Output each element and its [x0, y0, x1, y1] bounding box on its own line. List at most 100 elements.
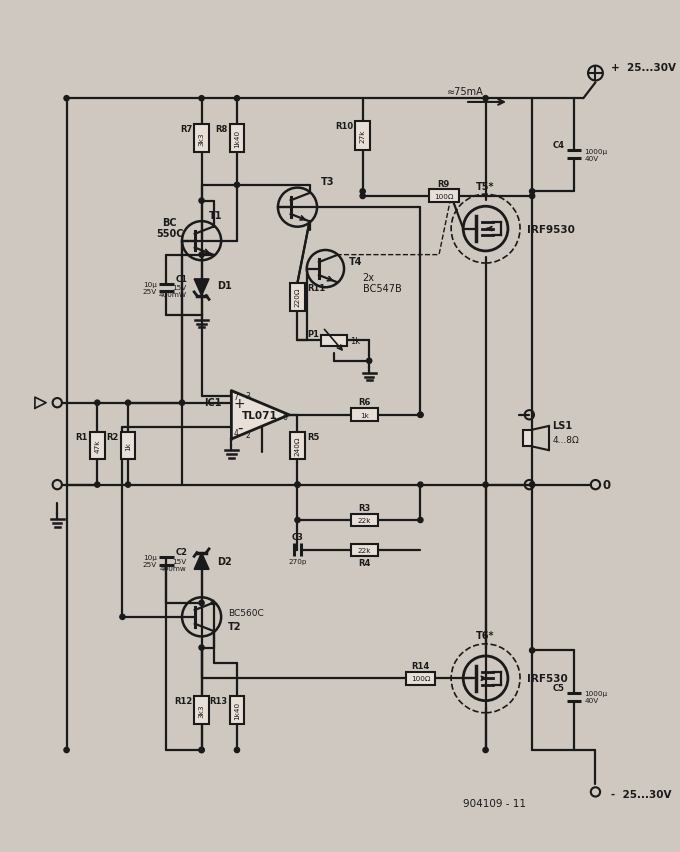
Circle shape	[64, 747, 69, 752]
Text: 22k: 22k	[358, 547, 371, 553]
Bar	[194, 125, 209, 153]
Text: 15V
400mw: 15V 400mw	[160, 559, 187, 572]
Bar	[230, 125, 244, 153]
Text: R14: R14	[411, 661, 430, 671]
Circle shape	[360, 194, 365, 199]
Text: 270p: 270p	[288, 559, 307, 565]
Polygon shape	[231, 391, 289, 440]
Circle shape	[418, 518, 423, 523]
Text: T1: T1	[209, 210, 222, 221]
Text: 1k: 1k	[350, 337, 360, 345]
Text: 1k: 1k	[360, 412, 369, 418]
Circle shape	[295, 482, 300, 487]
Text: 0: 0	[602, 479, 611, 492]
Circle shape	[95, 482, 100, 487]
Text: 904109 - 11: 904109 - 11	[463, 798, 526, 809]
Circle shape	[418, 482, 423, 487]
Text: R2: R2	[106, 433, 119, 442]
Circle shape	[199, 199, 204, 204]
Circle shape	[125, 482, 131, 487]
Text: 2: 2	[245, 430, 250, 439]
Bar	[352, 515, 377, 527]
Circle shape	[530, 482, 534, 487]
Bar	[352, 544, 377, 556]
Text: C4: C4	[553, 141, 564, 150]
Text: T3: T3	[321, 177, 335, 187]
Text: 1k: 1k	[125, 441, 131, 451]
Text: 27k: 27k	[360, 130, 366, 143]
Text: D2: D2	[218, 556, 232, 567]
Text: 22k: 22k	[358, 517, 371, 523]
Text: +  25...30V: + 25...30V	[611, 63, 677, 73]
Text: 1000μ
40V: 1000μ 40V	[584, 691, 607, 704]
Circle shape	[235, 96, 239, 101]
Text: C2: C2	[175, 548, 188, 556]
Circle shape	[199, 747, 204, 752]
Bar	[523, 430, 532, 447]
Circle shape	[199, 747, 204, 752]
Text: 1k40: 1k40	[234, 701, 240, 719]
Text: 100Ω: 100Ω	[411, 676, 430, 682]
Text: D1: D1	[218, 281, 232, 291]
Circle shape	[64, 96, 69, 101]
Text: R9: R9	[437, 180, 449, 188]
Circle shape	[295, 482, 300, 487]
Circle shape	[235, 183, 239, 188]
Circle shape	[483, 96, 488, 101]
Circle shape	[199, 645, 204, 650]
Bar	[321, 336, 347, 347]
Circle shape	[418, 412, 423, 418]
Text: 15V
400mW: 15V 400mW	[158, 285, 187, 298]
Text: TL071: TL071	[242, 411, 278, 420]
Text: R13: R13	[209, 696, 228, 705]
Text: 1000μ
40V: 1000μ 40V	[584, 148, 607, 161]
Text: R3: R3	[358, 504, 371, 513]
Text: 3: 3	[245, 391, 250, 400]
Text: 4: 4	[233, 429, 238, 438]
Text: R11: R11	[307, 283, 325, 292]
Circle shape	[360, 189, 365, 195]
Circle shape	[418, 412, 423, 418]
Text: 2x
BC547B: 2x BC547B	[362, 273, 401, 294]
Polygon shape	[194, 553, 209, 570]
Text: 47k: 47k	[95, 440, 100, 452]
Text: IRF530: IRF530	[528, 674, 568, 683]
Text: ≈75mA: ≈75mA	[447, 87, 483, 96]
Circle shape	[199, 96, 204, 101]
Text: IRF9530: IRF9530	[528, 224, 575, 234]
Text: T2: T2	[228, 621, 241, 631]
Bar	[405, 672, 435, 685]
Text: LS1: LS1	[553, 421, 573, 430]
Text: R7: R7	[180, 125, 192, 134]
Text: T5*: T5*	[476, 181, 495, 192]
Circle shape	[483, 482, 488, 487]
Text: R6: R6	[358, 398, 371, 407]
Text: 6: 6	[282, 412, 287, 422]
Polygon shape	[194, 279, 209, 296]
Bar	[290, 433, 305, 459]
Text: BC560C: BC560C	[228, 608, 263, 617]
Text: P1: P1	[307, 330, 319, 339]
Bar	[355, 122, 370, 151]
Bar	[194, 696, 209, 724]
Text: 10μ
25V: 10μ 25V	[143, 555, 157, 567]
Circle shape	[95, 400, 100, 406]
Circle shape	[530, 189, 534, 195]
Circle shape	[367, 359, 372, 364]
Text: 7: 7	[233, 393, 238, 402]
Bar	[230, 696, 244, 724]
Text: BC
550C: BC 550C	[156, 217, 184, 239]
Circle shape	[199, 601, 204, 606]
Circle shape	[530, 648, 534, 653]
Circle shape	[199, 253, 204, 258]
Text: C1: C1	[175, 274, 188, 283]
Text: R8: R8	[216, 125, 228, 134]
Text: 240Ω: 240Ω	[294, 436, 301, 456]
Text: 3k3: 3k3	[199, 132, 205, 146]
Text: C3: C3	[292, 532, 303, 542]
Circle shape	[530, 194, 534, 199]
Bar	[290, 283, 305, 311]
Text: R5: R5	[307, 433, 319, 442]
Text: R4: R4	[358, 558, 371, 567]
Bar	[352, 409, 377, 422]
